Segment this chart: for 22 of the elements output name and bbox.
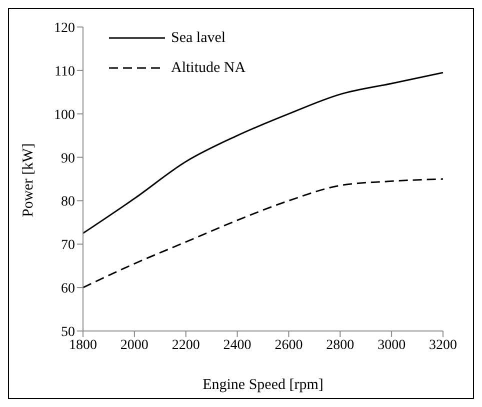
x-tick-label: 2000	[120, 338, 148, 353]
x-tick-label: 1800	[69, 338, 97, 353]
y-tick-label: 50	[61, 324, 75, 340]
x-tick-label: 2800	[326, 338, 354, 353]
x-tick-label: 2600	[274, 338, 303, 353]
x-axis-title: Engine Speed [rpm]	[202, 377, 324, 393]
y-tick-label: 90	[61, 151, 75, 166]
line-series	[83, 178, 443, 288]
legend-label: Altitude NA	[171, 60, 246, 76]
line-series	[83, 72, 443, 234]
x-tick-label: 3000	[378, 338, 406, 353]
y-tick-label: 60	[61, 282, 75, 297]
x-tick-label: 2400	[223, 338, 252, 353]
x-tick-label: 2200	[172, 338, 200, 353]
x-tick-label: 3200	[429, 338, 457, 353]
y-tick-label: 100	[54, 108, 75, 123]
y-tick-label: 110	[54, 64, 75, 80]
y-tick-label: 120	[54, 20, 75, 36]
legend-label: Sea lavel	[171, 30, 226, 46]
y-tick-label: 80	[61, 194, 75, 210]
y-axis-title: Power [kW]	[20, 143, 36, 217]
y-tick-label: 70	[61, 238, 75, 254]
